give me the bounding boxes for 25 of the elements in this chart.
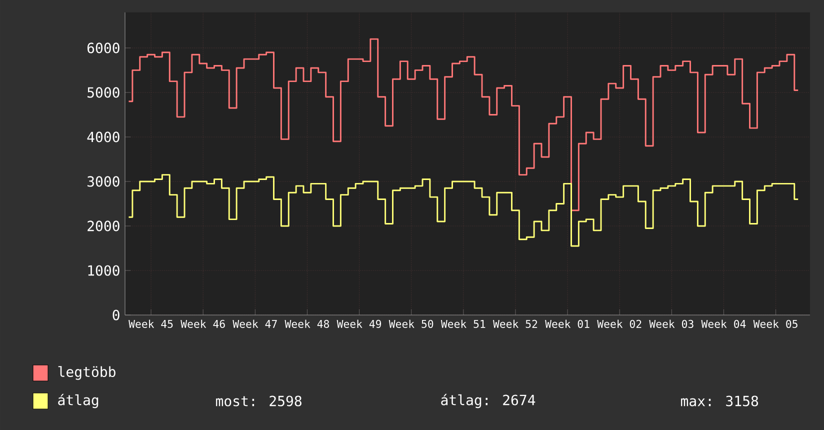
x-tick-label: Week 50 <box>388 320 434 328</box>
text: most: 2598 <box>216 396 302 406</box>
x-tick-label: Week 48 <box>284 320 330 328</box>
y-tick-label: 2000 <box>88 220 120 232</box>
y-tick-label: 6000 <box>87 42 120 54</box>
text: átlag: 2674 <box>441 394 536 408</box>
x-tick-label: Week 04 <box>701 320 746 328</box>
legend-label: átlag <box>58 394 98 408</box>
x-tick-label: Week 01 <box>545 320 590 328</box>
x-tick-label: Week 05 <box>753 320 798 328</box>
x-tick-label: Week 03 <box>649 320 694 328</box>
legend-label: legtöbb <box>58 366 116 380</box>
y-tick-label: 3000 <box>88 176 120 187</box>
x-tick-label: Week 51 <box>440 320 486 328</box>
x-tick-label: Week 46 <box>180 320 225 328</box>
y-tick-label: 5000 <box>88 87 120 98</box>
y-tick-label: 4000 <box>87 132 120 142</box>
text: max: 3158 <box>681 396 758 406</box>
x-tick-label: Week 49 <box>336 320 382 328</box>
y-tick-label: 1000 <box>88 265 120 276</box>
x-tick-label: Week 45 <box>128 320 173 328</box>
x-tick-label: Week 02 <box>597 320 642 328</box>
x-tick-label: Week 52 <box>493 320 538 328</box>
y-tick-label: 0 <box>112 310 120 320</box>
x-tick-label: Week 47 <box>232 320 277 328</box>
